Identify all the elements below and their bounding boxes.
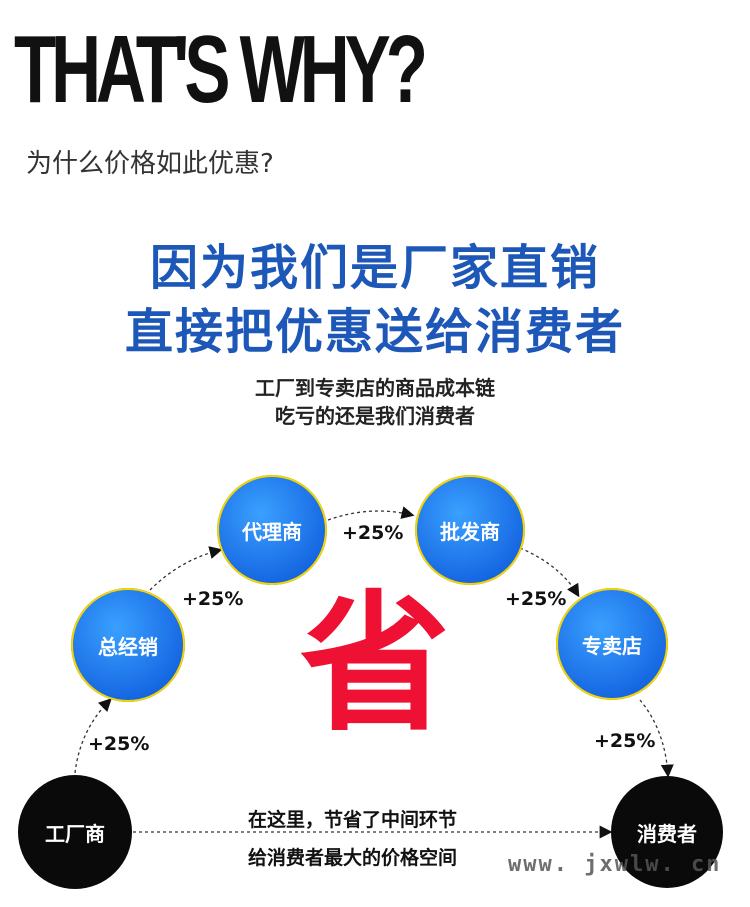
markup-1: +25% — [88, 733, 150, 755]
note-line1: 在这里，节省了中间环节 — [248, 809, 458, 831]
subhead-line1: 工厂到专卖店的商品成本链 — [255, 376, 495, 400]
headline-line2: 直接把优惠送给消费者 — [124, 304, 625, 360]
markup-5: +25% — [594, 730, 656, 752]
node-consumer: 消费者 — [611, 776, 723, 888]
arrow-wholesaler-to-store — [519, 547, 580, 598]
save-character: 省 — [300, 578, 451, 752]
node-agent: 代理商 — [217, 475, 327, 585]
node-wholesaler: 批发商 — [415, 475, 525, 585]
arrow-distributor-to-agent — [149, 546, 223, 591]
arrow-factory-to-distributor — [74, 698, 112, 774]
markup-2: +25% — [182, 588, 244, 610]
watermark: www. jxwlw. cn — [508, 852, 722, 877]
markup-4: +25% — [505, 588, 567, 610]
node-distributor: 总经销 — [71, 588, 185, 702]
headline-line1: 因为我们是厂家直销 — [149, 240, 600, 296]
arrow-store-to-consumer — [639, 699, 674, 778]
node-store: 专卖店 — [556, 588, 668, 700]
node-factory: 工厂商 — [18, 775, 132, 889]
note-line2: 给消费者最大的价格空间 — [248, 847, 458, 869]
subtitle: 为什么价格如此优惠? — [26, 149, 274, 179]
subhead-line2: 吃亏的还是我们消费者 — [275, 404, 475, 428]
markup-3: +25% — [342, 522, 404, 544]
title: THAT'S WHY? — [14, 16, 428, 123]
arrow-agent-to-wholesaler — [327, 506, 415, 521]
